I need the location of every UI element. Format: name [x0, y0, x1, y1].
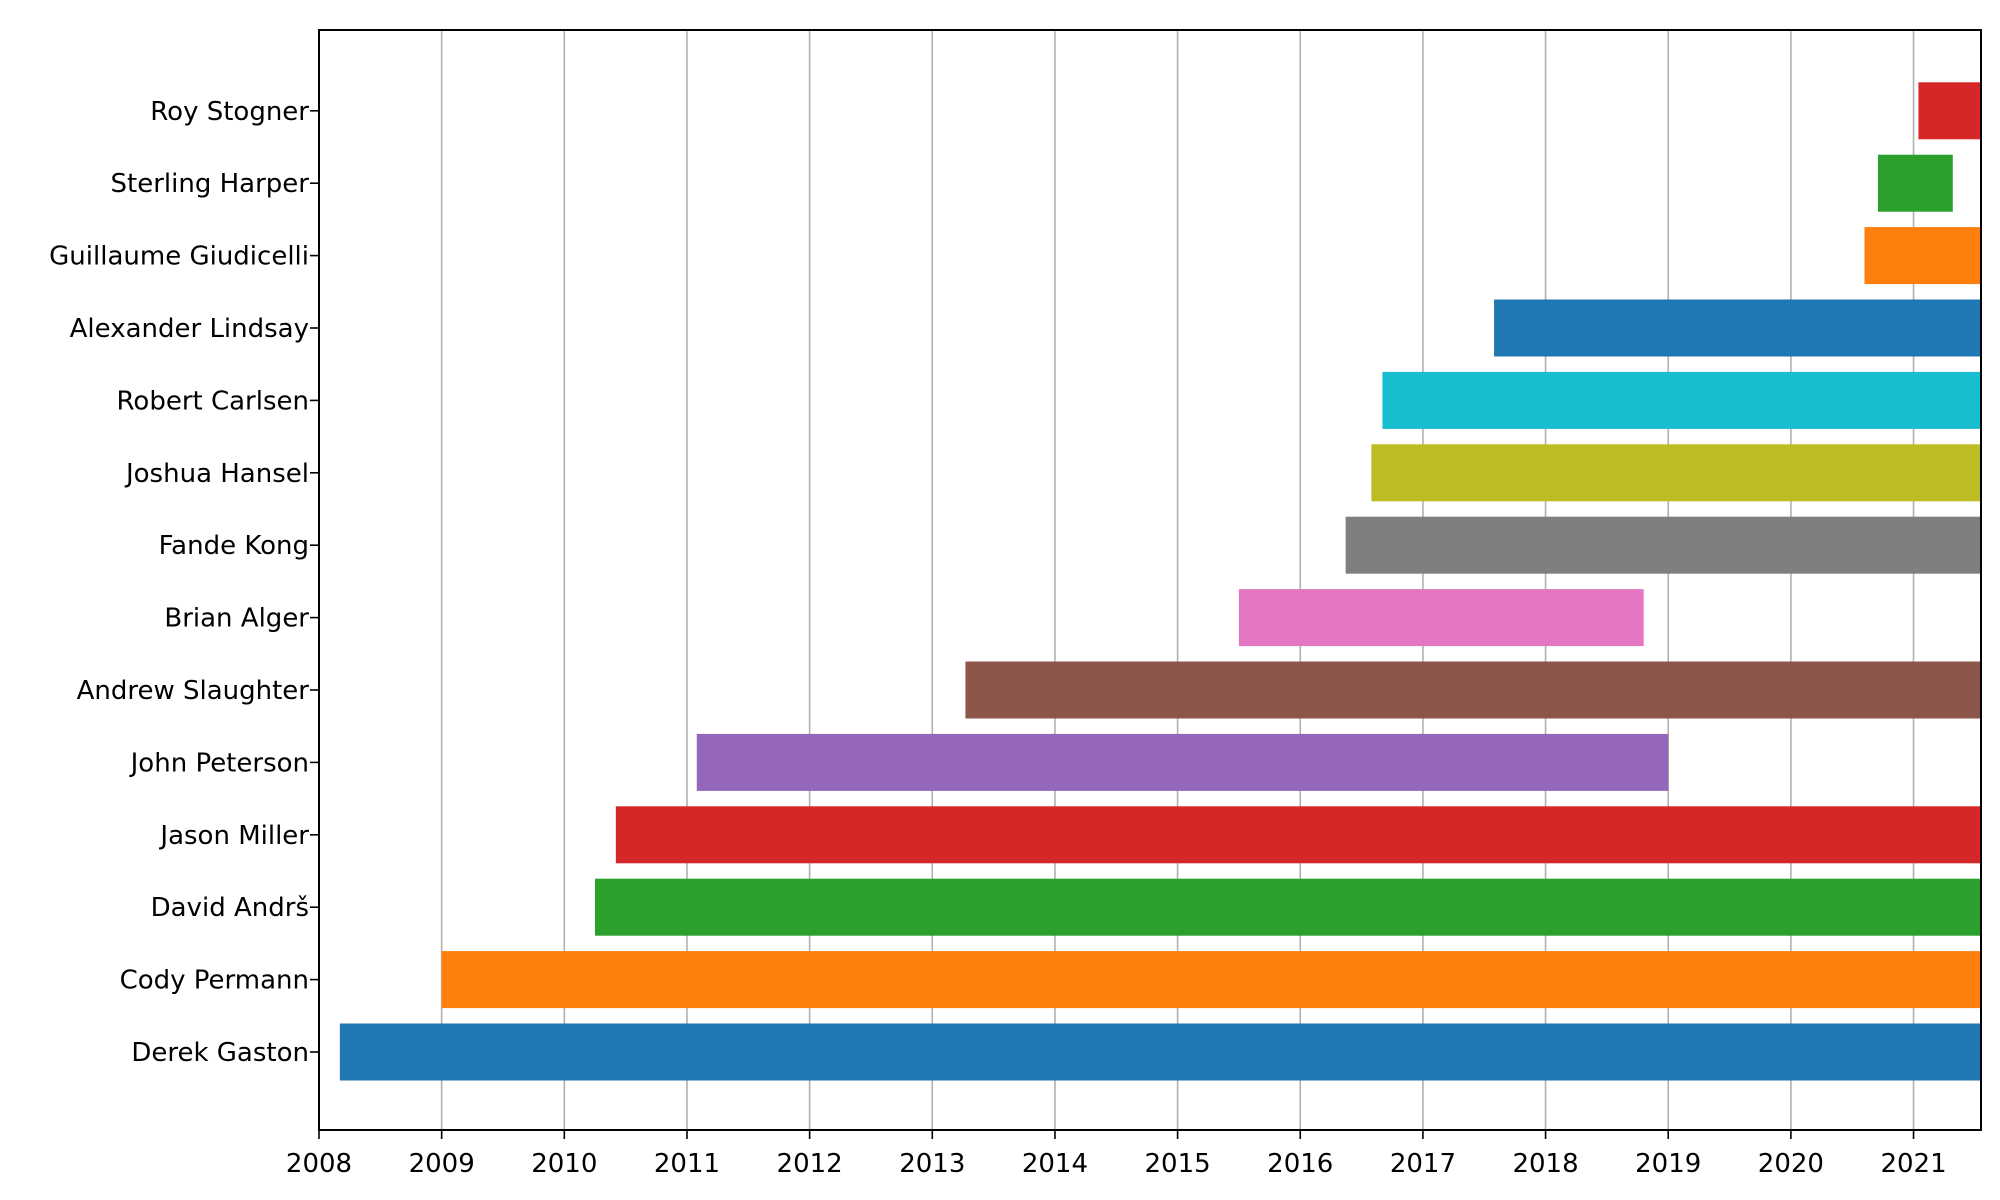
- y-tick-label: Andrew Slaughter: [77, 676, 310, 706]
- bar: [965, 661, 1981, 719]
- y-tick-label: Jason Miller: [158, 821, 309, 851]
- x-tick-label: 2013: [899, 1149, 965, 1179]
- y-axis: Derek Gaston Cody Permann David Andrš Jason…: [49, 97, 319, 1068]
- bar: [696, 733, 1669, 791]
- bar: [1238, 589, 1644, 647]
- x-tick-label: 2018: [1512, 1149, 1578, 1179]
- bar: [1864, 227, 1981, 285]
- bar: [1371, 444, 1981, 502]
- bar: [441, 951, 1981, 1009]
- y-tick-label: Derek Gaston: [131, 1038, 309, 1068]
- x-tick-label: 2021: [1880, 1149, 1946, 1179]
- x-tick-label: 2009: [409, 1149, 475, 1179]
- bar: [1494, 299, 1981, 357]
- y-tick-label: Roy Stogner: [150, 97, 309, 127]
- y-tick-label: Robert Carlsen: [117, 386, 309, 416]
- bar: [1877, 154, 1953, 212]
- x-tick-label: 2017: [1390, 1149, 1456, 1179]
- x-tick-label: 2015: [1145, 1149, 1211, 1179]
- y-tick-label: Fande Kong: [159, 531, 309, 561]
- bar: [615, 806, 1981, 864]
- x-tick-label: 2008: [286, 1149, 352, 1179]
- gridlines: [440, 30, 1915, 1130]
- y-tick-label: Sterling Harper: [111, 169, 310, 199]
- x-tick-label: 2010: [531, 1149, 597, 1179]
- bars: [339, 82, 1982, 1081]
- x-tick-label: 2014: [1022, 1149, 1088, 1179]
- x-tick-label: 2020: [1758, 1149, 1824, 1179]
- x-tick-label: 2019: [1635, 1149, 1701, 1179]
- y-tick-label: Brian Alger: [164, 604, 309, 634]
- y-tick-label: Joshua Hansel: [124, 459, 309, 489]
- bar: [1345, 516, 1981, 574]
- plot-frame: [318, 29, 1982, 1131]
- bar: [1382, 371, 1981, 429]
- x-axis: 2008 2009 2010 2011 2012 2013 2014 2015 2016 2017…: [286, 1130, 1947, 1179]
- y-tick-label: John Peterson: [129, 748, 309, 778]
- x-tick-label: 2016: [1267, 1149, 1333, 1179]
- y-tick-label: David Andrš: [151, 893, 309, 923]
- bar: [1918, 82, 1981, 140]
- y-tick-label: Cody Permann: [120, 966, 309, 996]
- y-tick-label: Alexander Lindsay: [70, 314, 309, 344]
- y-tick-label: Guillaume Giudicelli: [49, 242, 309, 272]
- bar: [339, 1023, 1981, 1081]
- x-tick-label: 2012: [777, 1149, 843, 1179]
- bar: [594, 878, 1982, 936]
- x-tick-label: 2011: [654, 1149, 720, 1179]
